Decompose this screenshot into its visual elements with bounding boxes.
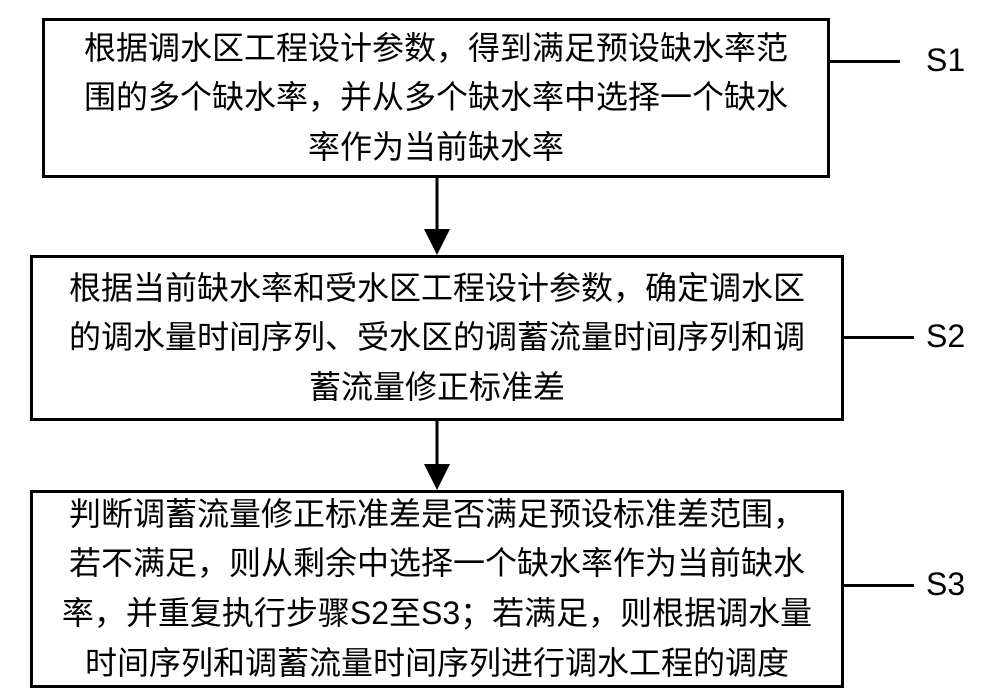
label-s3: S3: [926, 566, 965, 603]
flowchart-node-s3-text: 判断调蓄流量修正标准差是否满足预设标准差范围，若不满足，则从剩余中选择一个缺水率…: [61, 490, 813, 688]
connector-s3: [844, 584, 914, 587]
flowchart-node-s3: 判断调蓄流量修正标准差是否满足预设标准差范围，若不满足，则从剩余中选择一个缺水率…: [30, 490, 844, 688]
flowchart-canvas: 根据调水区工程设计参数，得到满足预设缺水率范围的多个缺水率，并从多个缺水率中选择…: [0, 0, 1000, 688]
